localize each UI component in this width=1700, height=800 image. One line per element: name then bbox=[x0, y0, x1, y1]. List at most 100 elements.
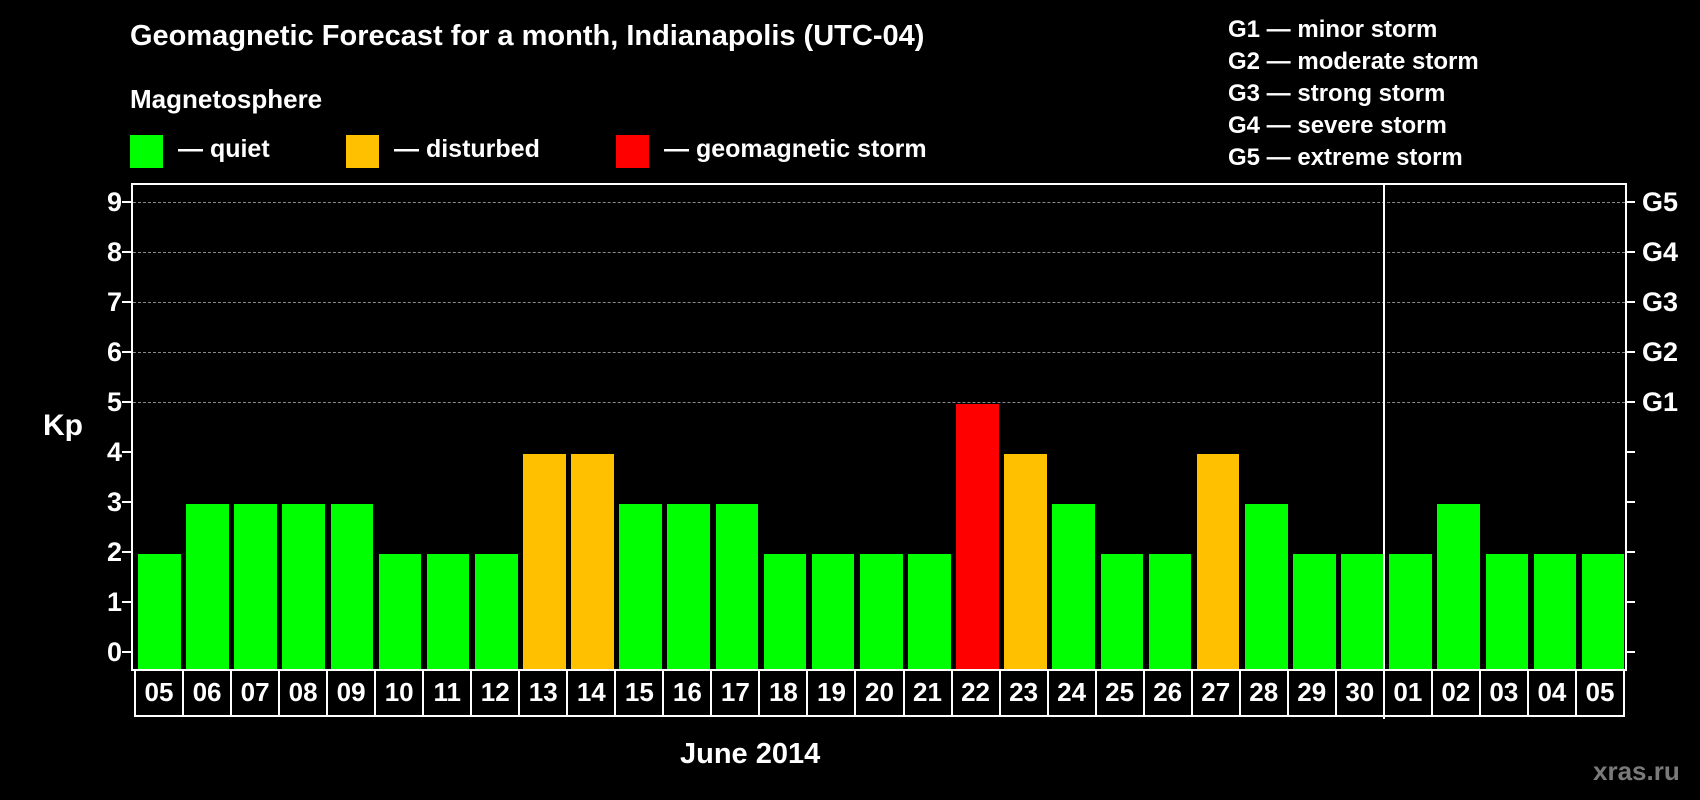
date-cell: 26 bbox=[1145, 669, 1193, 715]
y-tick-right bbox=[1625, 251, 1635, 253]
g-level-label: G1 bbox=[1642, 387, 1679, 417]
y-tick bbox=[122, 601, 131, 603]
gridline bbox=[133, 252, 1625, 253]
g-scale-item: G2 — moderate storm bbox=[1228, 48, 1479, 75]
date-cell: 08 bbox=[280, 669, 329, 715]
date-cell: 24 bbox=[1049, 669, 1097, 715]
bar-quiet bbox=[667, 504, 711, 669]
date-cell: 20 bbox=[856, 669, 905, 715]
legend-swatch-disturbed bbox=[346, 135, 379, 168]
gridline bbox=[133, 402, 1625, 403]
legend-item-disturbed: — disturbed bbox=[346, 135, 540, 168]
legend-label-storm: — geomagnetic storm bbox=[664, 135, 927, 163]
bar-quiet bbox=[1244, 504, 1288, 669]
date-cell: 27 bbox=[1193, 669, 1241, 715]
bar-quiet bbox=[1485, 554, 1529, 669]
y-tick-label: 8 bbox=[106, 237, 122, 267]
date-cell: 04 bbox=[1529, 669, 1577, 715]
legend-item-quiet: — quiet bbox=[130, 135, 270, 168]
bar-quiet bbox=[474, 554, 518, 669]
bar-quiet bbox=[811, 554, 855, 669]
date-cell: 30 bbox=[1337, 669, 1385, 715]
y-tick bbox=[122, 451, 131, 453]
y-tick-right bbox=[1625, 651, 1635, 653]
y-tick-right bbox=[1625, 351, 1635, 353]
y-tick bbox=[122, 651, 131, 653]
bar-quiet bbox=[1052, 504, 1096, 669]
bar-disturbed bbox=[1196, 454, 1240, 669]
g-scale-item: G3 — strong storm bbox=[1228, 80, 1446, 107]
bar-quiet bbox=[234, 504, 277, 669]
bar-disturbed bbox=[571, 454, 614, 669]
y-axis-label: Kp bbox=[43, 409, 83, 442]
bar-quiet bbox=[1533, 554, 1577, 669]
date-cell: 05 bbox=[1585, 677, 1615, 707]
y-tick-right bbox=[1625, 601, 1635, 603]
date-cell: 06 bbox=[184, 669, 233, 715]
x-axis-date-row: 05 06 07 08 09 10 11 12 13 14 15 16 17 18 19 20 21 22 23 24… bbox=[134, 669, 1625, 717]
date-cell: 10 bbox=[376, 669, 425, 715]
date-cell: 03 bbox=[1481, 669, 1529, 715]
bar-quiet bbox=[619, 504, 662, 669]
bar-quiet bbox=[1389, 554, 1432, 669]
y-tick-label: 5 bbox=[106, 387, 122, 417]
y-tick-label: 6 bbox=[106, 337, 122, 367]
bar-storm bbox=[956, 404, 999, 669]
plot-area bbox=[131, 183, 1627, 671]
legend-label-disturbed: — disturbed bbox=[394, 135, 540, 163]
date-cell: 05 bbox=[136, 669, 185, 715]
bar-quiet bbox=[908, 554, 951, 669]
y-tick bbox=[122, 351, 131, 353]
x-axis-label: June 2014 bbox=[680, 738, 821, 770]
date-cell: 21 bbox=[905, 669, 953, 715]
bar-disturbed bbox=[1004, 454, 1047, 669]
date-cell: 23 bbox=[1001, 669, 1049, 715]
date-cell: 12 bbox=[472, 669, 521, 715]
legend-heading: Magnetosphere bbox=[130, 84, 323, 114]
g-level-label: G4 bbox=[1642, 237, 1679, 267]
date-cell: 28 bbox=[1241, 669, 1289, 715]
g-level-label: G2 bbox=[1642, 337, 1679, 367]
month-separator bbox=[1383, 183, 1386, 719]
date-cell: 09 bbox=[328, 669, 377, 715]
bar-quiet bbox=[1293, 554, 1336, 669]
date-cell: 17 bbox=[712, 669, 761, 715]
y-tick-label: 7 bbox=[106, 287, 122, 317]
y-tick bbox=[122, 251, 131, 253]
y-tick-right bbox=[1625, 401, 1635, 403]
date-cell: 19 bbox=[808, 669, 857, 715]
g-scale-item: G5 — extreme storm bbox=[1228, 144, 1463, 171]
gridline bbox=[133, 352, 1625, 353]
y-tick-right bbox=[1625, 501, 1635, 503]
g-level-label: G5 bbox=[1642, 187, 1679, 217]
bar-quiet bbox=[1341, 554, 1384, 669]
y-tick-label: 1 bbox=[106, 587, 122, 617]
bar-quiet bbox=[426, 554, 470, 669]
date-cell: 16 bbox=[664, 669, 713, 715]
g-level-label: G3 bbox=[1642, 287, 1679, 317]
bar-disturbed bbox=[523, 454, 566, 669]
bar-quiet bbox=[282, 504, 325, 669]
bar-quiet bbox=[138, 554, 181, 669]
bar-quiet bbox=[859, 554, 903, 669]
g-scale-legend: G1 — minor storm G2 — moderate storm G3 … bbox=[1228, 14, 1479, 174]
bar-quiet bbox=[763, 554, 807, 669]
legend-swatch-storm bbox=[616, 135, 649, 168]
date-cell: 25 bbox=[1097, 669, 1145, 715]
legend-swatch-quiet bbox=[130, 135, 163, 168]
y-tick-label: 4 bbox=[106, 437, 122, 467]
y-tick-label: 0 bbox=[106, 637, 122, 667]
date-cell: 15 bbox=[616, 669, 665, 715]
bar-quiet bbox=[1437, 504, 1481, 669]
date-cell: 13 bbox=[520, 669, 569, 715]
date-cell: 22 bbox=[953, 669, 1001, 715]
date-cell: 11 bbox=[424, 669, 473, 715]
y-tick-label: 9 bbox=[106, 187, 122, 217]
y-tick bbox=[122, 551, 131, 553]
date-cell: 29 bbox=[1289, 669, 1337, 715]
y-tick-right bbox=[1625, 551, 1635, 553]
bar-quiet bbox=[1148, 554, 1192, 669]
date-cell: 02 bbox=[1433, 669, 1481, 715]
date-cell: 01 bbox=[1385, 669, 1433, 715]
g-scale-item: G4 — severe storm bbox=[1228, 112, 1447, 139]
